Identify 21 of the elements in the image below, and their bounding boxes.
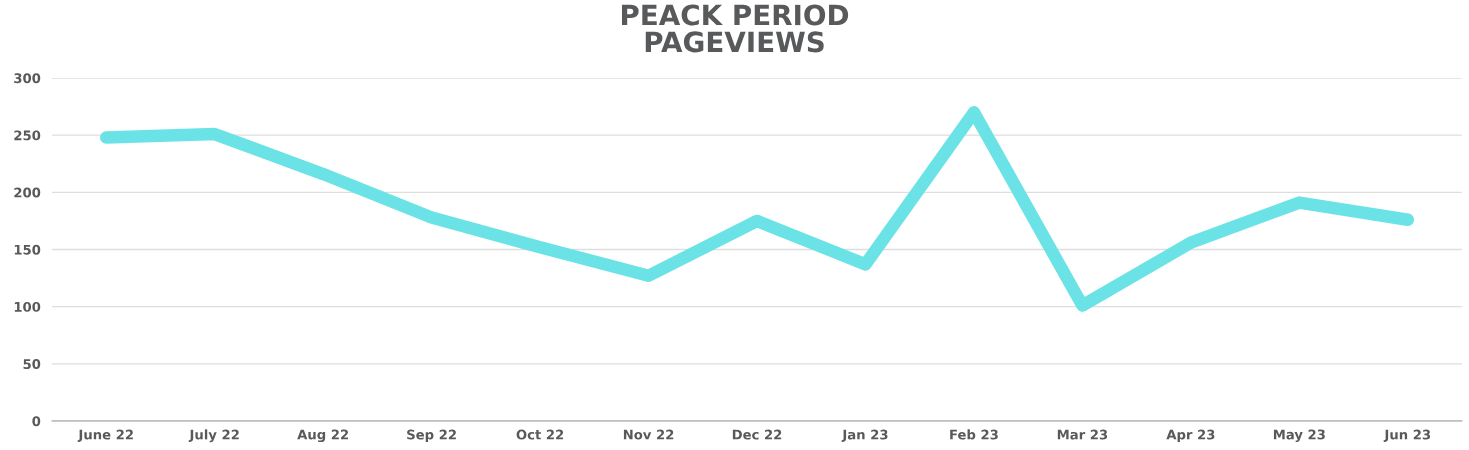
chart-title: PEACK PERIOD PAGEVIEWS [621,4,849,53]
x-tick-label: Feb 23 [950,429,998,440]
y-tick-label: 0 [32,416,41,427]
x-tick-label: Jun 23 [1383,429,1431,442]
y-tick-label: 200 [14,187,41,198]
x-tick-label: May 23 [1273,429,1325,443]
x-tick-label: Sep 22 [407,429,456,443]
x-tick-label: Dec 22 [732,429,782,440]
y-tick-label: 300 [14,73,41,84]
y-tick-label: 100 [14,301,41,312]
y-tick-label: 50 [23,359,41,370]
x-tick-label: Apr 23 [1166,429,1215,443]
y-tick-label: 250 [14,130,41,141]
x-tick-label: Nov 22 [623,429,674,440]
y-tick-label: 150 [14,244,41,255]
x-tick-label: Oct 22 [516,429,564,440]
x-tick-label: July 22 [188,429,239,443]
x-tick-label: Aug 22 [297,429,349,443]
x-tick-label: Mar 23 [1057,429,1108,440]
x-tick-label: June 22 [77,429,133,442]
x-tick-label: Jan 23 [841,429,888,442]
